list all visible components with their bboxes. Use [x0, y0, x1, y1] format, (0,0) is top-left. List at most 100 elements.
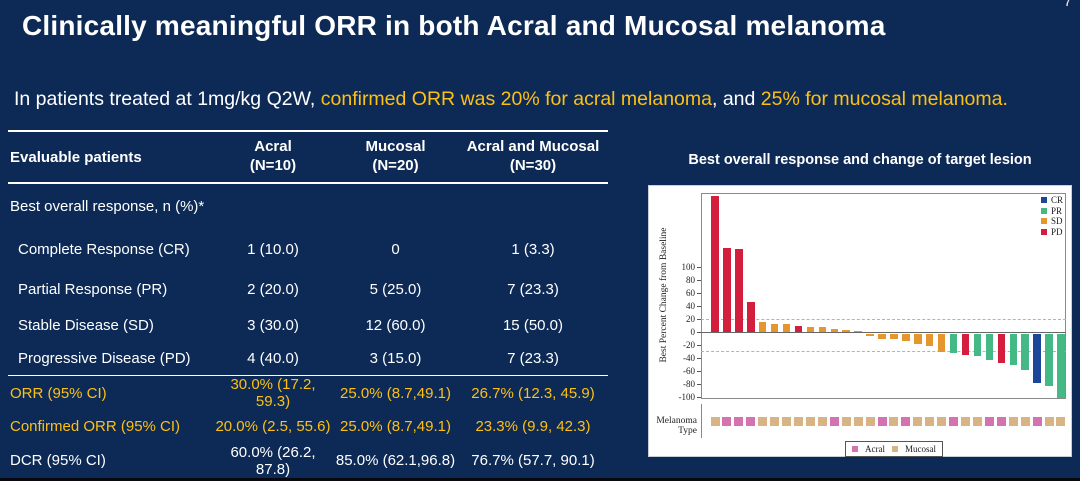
waterfall-bar — [985, 333, 994, 361]
melanoma-type-square — [925, 417, 935, 426]
zero-baseline — [701, 332, 1066, 333]
row-value: 85.0% (62.1,96.8) — [335, 452, 456, 469]
bottom-edge — [0, 478, 1080, 481]
y-tick-label: 80 — [686, 275, 695, 286]
column-header-mucosal: Mucosal (N=20) — [365, 138, 426, 174]
table-row: Confirmed ORR (95% CI) 20.0% (2.5, 55.6) 2… — [8, 409, 608, 443]
melanoma-type-square — [746, 417, 756, 426]
row-value: 76.7% (57.7, 90.1) — [471, 452, 595, 469]
row-label: DCR (95% CI) — [10, 452, 106, 469]
y-tick-label: -60 — [683, 365, 695, 376]
table-header: Evaluable patients Acral (N=10) Mucosal … — [8, 132, 608, 184]
page-number: 7 — [1063, 0, 1072, 10]
waterfall-bar — [818, 327, 827, 332]
row-value: 1 (10.0) — [247, 240, 299, 258]
waterfall-bar — [770, 323, 779, 332]
table-row: Partial Response (PR) 2 (20.0) 5 (25.0) 7 (… — [8, 270, 608, 308]
melanoma-type-square — [865, 417, 875, 426]
results-table: Evaluable patients Acral (N=10) Mucosal … — [8, 130, 608, 479]
waterfall-bar — [866, 333, 874, 337]
column-header-acral-and-mucosal: Acral and Mucosal (N=30) — [466, 138, 600, 174]
legend-label: PD — [1051, 226, 1063, 237]
waterfall-bar — [830, 329, 839, 332]
row-value: 25.0% (8.7,49.1) — [340, 384, 451, 402]
y-tick-label: -40 — [683, 352, 695, 363]
subtitle-plain-1: In patients treated at 1mg/kg Q2W, — [14, 88, 321, 110]
melanoma-type-square — [877, 417, 887, 426]
melanoma-type-square — [972, 417, 982, 426]
subtitle-highlight-mucosal: 25% for mucosal melanoma. — [760, 88, 1008, 110]
y-tick-label: -80 — [683, 378, 695, 389]
y-tick-mark — [697, 306, 701, 308]
waterfall-bar — [758, 322, 767, 332]
y-tick-mark — [697, 293, 701, 295]
y-tick-mark — [697, 267, 701, 269]
row-value: 23.3% (9.9, 42.3) — [475, 417, 591, 435]
column-header-acral: Acral (N=10) — [249, 138, 297, 174]
legend-swatch — [1041, 197, 1047, 203]
waterfall-bar — [711, 196, 719, 332]
legend-label: Mucosal — [905, 444, 936, 454]
waterfall-bar — [842, 330, 850, 332]
melanoma-type-square — [949, 417, 959, 426]
melanoma-type-square — [794, 417, 803, 426]
melanoma-type-square — [829, 417, 839, 426]
waterfall-bar — [1057, 333, 1065, 399]
row-value: 4 (40.0) — [247, 350, 299, 367]
row-value: 20.0% (2.5, 55.6) — [215, 417, 331, 435]
melanoma-type-square — [782, 417, 792, 426]
melanoma-type-square — [722, 417, 732, 426]
waterfall-bar — [997, 333, 1006, 363]
table-row: ORR (95% CI) 30.0% (17.2, 59.3) 25.0% (8.7… — [8, 375, 608, 410]
reference-line — [701, 319, 1066, 321]
y-tick-mark — [697, 319, 701, 321]
legend-swatch — [1041, 218, 1047, 224]
waterfall-bar — [890, 333, 898, 340]
waterfall-bar — [1045, 333, 1053, 386]
melanoma-type-square — [889, 417, 899, 426]
waterfall-bar — [747, 302, 755, 332]
legend-entry: PR — [1041, 206, 1062, 216]
table-row: Progressive Disease (PD) 4 (40.0) 3 (15.0)… — [8, 342, 608, 375]
melanoma-type-square — [841, 417, 851, 426]
waterfall-bar — [902, 333, 910, 341]
row-label: Best overall response, n (%)* — [10, 197, 205, 215]
melanoma-type-square — [961, 417, 971, 426]
legend-swatch — [852, 446, 858, 452]
melanoma-type-square — [901, 417, 911, 426]
waterfall-chart: Best Percent Change from Baseline 100 80 6… — [648, 185, 1072, 457]
waterfall-bar — [794, 326, 803, 332]
row-value: 12 (60.0) — [365, 316, 426, 334]
waterfall-bar — [914, 333, 922, 345]
melanoma-type-square — [710, 417, 720, 426]
melanoma-type-square — [1020, 417, 1030, 426]
melanoma-type-square — [758, 417, 768, 426]
y-tick-label: 60 — [686, 288, 695, 299]
legend-swatch — [1041, 228, 1047, 235]
waterfall-bar — [854, 330, 862, 332]
legend-label: CR — [1051, 195, 1064, 205]
waterfall-bar — [723, 247, 731, 332]
plot-area — [701, 193, 1066, 399]
row-value: 7 (23.3) — [507, 350, 559, 367]
waterfall-bar — [1021, 333, 1029, 370]
waterfall-bar — [782, 324, 791, 332]
row-value: 30.0% (17.2, 59.3) — [230, 376, 316, 410]
chart-title: Best overall response and change of targ… — [688, 152, 1032, 168]
reference-line — [701, 351, 1066, 353]
melanoma-type-square — [805, 417, 815, 426]
table-row: DCR (95% CI) 60.0% (26.2, 87.8) 85.0% (62.… — [8, 443, 608, 478]
melanoma-type-square — [937, 417, 947, 426]
row-value: 3 (15.0) — [369, 350, 422, 367]
y-tick-mark — [697, 357, 701, 359]
melanoma-type-square — [817, 417, 827, 426]
legend-label: PR — [1051, 205, 1063, 216]
y-tick-mark — [697, 344, 701, 346]
waterfall-bar — [1033, 333, 1041, 383]
y-tick-mark — [697, 396, 701, 398]
waterfall-bar — [961, 333, 970, 355]
melanoma-type-square — [734, 417, 744, 426]
melanoma-type-square — [984, 417, 994, 426]
waterfall-bar — [806, 326, 815, 332]
